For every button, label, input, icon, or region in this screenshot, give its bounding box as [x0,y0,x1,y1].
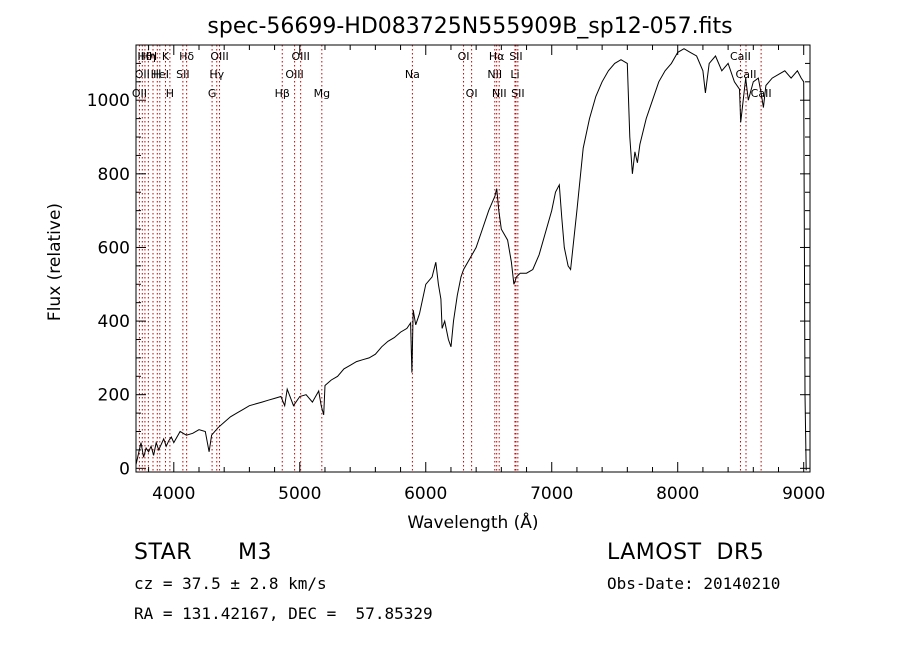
line-marker-label: Li [510,68,519,81]
line-marker-label: K [162,50,170,63]
plot-frame [135,44,811,473]
spectrum-line [135,48,807,471]
line-marker-label: Hβ [275,87,290,100]
object-type: STAR [134,540,193,565]
x-tick-label: 8000 [656,484,699,504]
line-marker-label: SII [511,87,524,100]
y-axis-label: Flux (relative) [45,203,65,321]
line-marker-label: Hα [489,50,505,63]
x-axis-label: Wavelength (Å) [407,511,538,533]
line-marker-label: NII [492,87,507,100]
line-marker-label: Hθ [137,50,152,63]
y-tick-label: 0 [119,459,130,479]
y-tick-label: 800 [98,165,130,185]
x-tick-label: 9000 [782,484,825,504]
line-marker-label: HeI [151,68,169,81]
y-axis-ticks: 0 200 400 600 800 1000 [87,62,810,479]
chart-title: spec-56699-HD083725N555909B_sp12-057.fit… [207,14,732,39]
line-marker-label: Hη [141,50,156,63]
x-tick-label: 4000 [152,484,195,504]
line-marker-label: Hγ [209,68,224,81]
coordinates: RA = 131.42167, DEC = 57.85329 [134,604,433,623]
line-marker-label: OII [135,68,150,81]
line-marker-label: NII [487,68,502,81]
line-marker-label: CaII [730,50,751,63]
line-marker-label: Hδ [179,50,194,63]
line-marker-label: SII [176,68,189,81]
line-marker-label: OIII [285,68,303,81]
line-marker-label: SII [509,50,522,63]
observation-date: Obs-Date: 20140210 [607,574,781,593]
x-tick-label: 7000 [530,484,573,504]
line-marker-label: H [149,50,157,63]
line-marker-label: Mg [314,87,330,100]
y-tick-label: 200 [98,386,130,406]
y-tick-label: 600 [98,238,130,258]
line-marker-label: OI [466,87,478,100]
emission-line-markers [138,45,762,472]
object-subclass: M3 [238,540,272,565]
emission-line-labels: OIIOIIHθHηHHHeIKHSIIHδGHγOIIIHβOIIIOIIIM… [132,50,772,100]
y-tick-label: 400 [98,312,130,332]
line-marker-label: H [153,68,161,81]
line-marker-label: OIII [210,50,228,63]
x-tick-label: 5000 [278,484,321,504]
line-marker-label: G [208,87,217,100]
x-tick-label: 6000 [404,484,447,504]
redshift-velocity: cz = 37.5 ± 2.8 km/s [134,574,327,593]
line-marker-label: Na [405,68,420,81]
line-marker-label: CaII [736,68,757,81]
line-marker-label: OI [458,50,470,63]
x-axis-ticks: 4000 5000 6000 7000 8000 9000 [148,45,825,504]
y-tick-label: 1000 [87,91,130,111]
line-marker-label: OII [132,87,147,100]
survey-name: LAMOST DR5 [607,540,765,565]
line-marker-label: H [166,87,174,100]
line-marker-label: OIII [291,50,309,63]
